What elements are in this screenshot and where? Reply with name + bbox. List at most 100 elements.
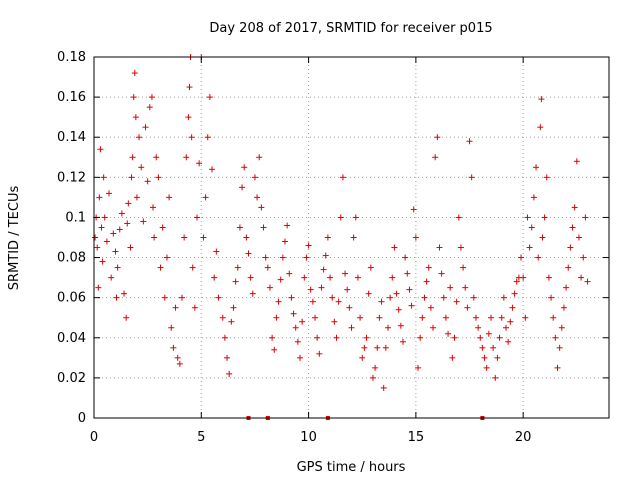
data-point [271, 346, 278, 353]
data-point [455, 214, 462, 221]
data-point [412, 234, 419, 241]
data-point [487, 314, 494, 321]
data-points [92, 54, 591, 391]
data-point [438, 270, 445, 277]
data-point [408, 302, 415, 309]
data-point [470, 294, 477, 301]
data-point [191, 304, 198, 311]
data-point [132, 114, 139, 121]
data-point [528, 224, 535, 231]
y-tick-label: 0.12 [57, 170, 86, 185]
data-point [241, 164, 248, 171]
data-point [288, 294, 295, 301]
data-point [118, 210, 125, 217]
data-point [114, 264, 121, 271]
data-point [423, 278, 430, 285]
data-point [548, 294, 555, 301]
data-point [125, 200, 132, 207]
data-point [350, 234, 357, 241]
data-point [378, 298, 385, 305]
data-point [333, 334, 340, 341]
data-point [538, 96, 545, 103]
data-point [410, 206, 417, 213]
data-point [513, 278, 520, 285]
data-point [228, 318, 235, 325]
data-point [110, 230, 117, 237]
data-point [329, 294, 336, 301]
data-point [206, 94, 213, 101]
data-point [560, 304, 567, 311]
data-point [294, 338, 301, 345]
data-point [140, 218, 147, 225]
data-point [305, 242, 312, 249]
data-point [256, 154, 263, 161]
data-point [247, 274, 254, 281]
data-point [178, 294, 185, 301]
data-point [144, 178, 151, 185]
data-point [507, 318, 514, 325]
data-point [430, 324, 437, 331]
data-point [346, 304, 353, 311]
data-point [292, 324, 299, 331]
data-point [209, 166, 216, 173]
data-point [391, 244, 398, 251]
data-point [575, 234, 582, 241]
data-point [155, 174, 162, 181]
data-point [194, 214, 200, 221]
data-point [402, 254, 409, 261]
data-point [166, 194, 173, 201]
data-point [245, 250, 252, 257]
data-point [129, 154, 136, 161]
data-point [490, 344, 497, 351]
data-point [98, 224, 105, 231]
plot-frame [93, 56, 610, 419]
data-point [221, 334, 228, 341]
data-point [460, 264, 467, 271]
data-point [213, 248, 220, 255]
data-point [95, 284, 102, 291]
data-point [449, 354, 456, 361]
data-point [376, 314, 383, 321]
data-point [335, 298, 342, 305]
data-point [138, 164, 145, 171]
y-tick-label: 0.14 [57, 130, 86, 145]
y-tick-label: 0 [78, 411, 86, 426]
data-point [123, 314, 130, 321]
data-point [275, 298, 282, 305]
data-point [211, 274, 218, 281]
data-point [389, 274, 396, 281]
data-point [100, 174, 107, 181]
data-point [440, 294, 447, 301]
data-point [124, 220, 131, 227]
x-tick-label: 20 [515, 430, 532, 445]
data-point [236, 224, 243, 231]
data-point [427, 304, 434, 311]
data-point [303, 254, 310, 261]
data-point [419, 314, 426, 321]
data-point [234, 264, 241, 271]
data-point [130, 94, 137, 101]
data-point [387, 294, 394, 301]
data-point [106, 190, 113, 197]
data-point [309, 298, 316, 305]
data-point [189, 264, 196, 271]
data-point [239, 184, 246, 191]
data-point [204, 134, 211, 141]
data-point [284, 222, 291, 229]
data-point [314, 334, 321, 341]
data-point [357, 314, 364, 321]
x-tick-label: 0 [90, 430, 98, 445]
x-tick-label: 10 [300, 430, 317, 445]
data-point [472, 314, 479, 321]
data-point [121, 290, 128, 297]
data-point [113, 294, 120, 301]
data-point [558, 324, 565, 331]
data-point [307, 286, 314, 293]
data-point [545, 274, 552, 281]
data-point [200, 234, 207, 241]
data-point [232, 278, 239, 285]
data-point [421, 294, 428, 301]
data-point [128, 174, 135, 181]
data-point [127, 244, 134, 251]
